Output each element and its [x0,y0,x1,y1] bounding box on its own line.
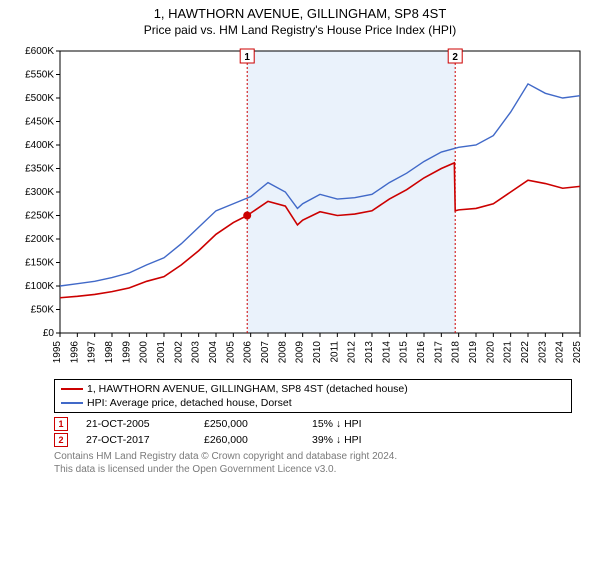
svg-text:2004: 2004 [208,341,219,364]
svg-text:2000: 2000 [139,341,150,364]
svg-text:2009: 2009 [295,341,306,364]
svg-text:1996: 1996 [69,341,80,364]
svg-text:2011: 2011 [329,341,340,363]
svg-text:2014: 2014 [381,341,392,364]
legend: 1, HAWTHORN AVENUE, GILLINGHAM, SP8 4ST … [54,379,572,413]
chart-svg: £0 £50K £100K £150K £200K £250K £300K £350K £400… [6,43,594,373]
event-delta: 15% ↓ HPI [312,418,362,430]
legend-row: HPI: Average price, detached house, Dors… [61,396,565,410]
svg-text:£400K: £400K [25,140,54,151]
svg-text:£600K: £600K [25,46,54,57]
page-title: 1, HAWTHORN AVENUE, GILLINGHAM, SP8 4ST [0,6,600,21]
svg-text:£550K: £550K [25,70,54,81]
svg-text:2001: 2001 [156,341,167,364]
svg-text:2022: 2022 [520,341,531,364]
footnote: Contains HM Land Registry data © Crown c… [54,451,572,476]
event-price: £250,000 [204,418,294,430]
event-marker-icon: 2 [54,433,68,447]
svg-text:2015: 2015 [399,341,410,364]
svg-text:1995: 1995 [52,341,63,364]
svg-text:2021: 2021 [503,341,514,364]
events-table: 1 21-OCT-2005 £250,000 15% ↓ HPI 2 27-OC… [54,417,572,447]
event-price: £260,000 [204,434,294,446]
event-row: 2 27-OCT-2017 £260,000 39% ↓ HPI [54,433,572,447]
legend-swatch-icon [61,402,83,404]
svg-text:1997: 1997 [87,341,98,364]
svg-text:2013: 2013 [364,341,375,364]
svg-text:2023: 2023 [537,341,548,364]
page-subtitle: Price paid vs. HM Land Registry's House … [0,23,600,37]
event-date: 27-OCT-2017 [86,434,186,446]
svg-text:2025: 2025 [572,341,583,364]
svg-text:2006: 2006 [243,341,254,364]
svg-text:2002: 2002 [173,341,184,364]
svg-text:£0: £0 [43,328,55,339]
svg-text:2: 2 [452,52,458,63]
svg-text:£250K: £250K [25,211,54,222]
svg-text:2018: 2018 [451,341,462,364]
event-delta: 39% ↓ HPI [312,434,362,446]
legend-swatch-icon [61,388,83,390]
svg-text:2003: 2003 [191,341,202,364]
svg-text:2024: 2024 [555,341,566,364]
svg-text:2017: 2017 [433,341,444,364]
svg-text:2007: 2007 [260,341,271,364]
svg-text:2005: 2005 [225,341,236,364]
svg-text:£200K: £200K [25,234,54,245]
svg-text:£350K: £350K [25,164,54,175]
svg-text:£50K: £50K [31,305,55,316]
svg-text:£100K: £100K [25,281,54,292]
legend-label: 1, HAWTHORN AVENUE, GILLINGHAM, SP8 4ST … [87,382,408,396]
svg-text:2010: 2010 [312,341,323,364]
svg-text:1: 1 [244,52,250,63]
svg-text:2008: 2008 [277,341,288,364]
svg-text:1999: 1999 [121,341,132,364]
footnote-line: Contains HM Land Registry data © Crown c… [54,451,572,464]
legend-row: 1, HAWTHORN AVENUE, GILLINGHAM, SP8 4ST … [61,382,565,396]
legend-label: HPI: Average price, detached house, Dors… [87,396,292,410]
svg-text:£150K: £150K [25,258,54,269]
svg-text:1998: 1998 [104,341,115,364]
svg-text:2020: 2020 [485,341,496,364]
event-row: 1 21-OCT-2005 £250,000 15% ↓ HPI [54,417,572,431]
footnote-line: This data is licensed under the Open Gov… [54,464,572,477]
svg-text:2019: 2019 [468,341,479,364]
event-marker-icon: 1 [54,417,68,431]
svg-text:2012: 2012 [347,341,358,364]
svg-text:£500K: £500K [25,93,54,104]
price-chart: £0 £50K £100K £150K £200K £250K £300K £350K £400… [6,43,594,373]
svg-text:2016: 2016 [416,341,427,364]
event-date: 21-OCT-2005 [86,418,186,430]
svg-text:£300K: £300K [25,187,54,198]
svg-text:£450K: £450K [25,117,54,128]
